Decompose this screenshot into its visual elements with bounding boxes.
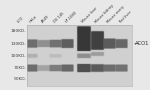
Text: 50KD-: 50KD- (13, 77, 26, 81)
FancyBboxPatch shape (50, 40, 61, 47)
FancyBboxPatch shape (91, 31, 104, 50)
Text: HeLa: HeLa (29, 15, 38, 24)
FancyBboxPatch shape (61, 64, 74, 72)
Text: DU 145: DU 145 (53, 12, 65, 24)
Text: LCO: LCO (17, 16, 25, 24)
FancyBboxPatch shape (50, 65, 61, 71)
FancyBboxPatch shape (61, 39, 74, 48)
FancyBboxPatch shape (77, 63, 91, 73)
FancyBboxPatch shape (26, 65, 38, 71)
FancyBboxPatch shape (115, 64, 128, 72)
FancyBboxPatch shape (91, 31, 104, 50)
FancyBboxPatch shape (14, 40, 26, 48)
Text: Mouse kidney: Mouse kidney (95, 3, 115, 24)
Text: 70KD-: 70KD- (13, 66, 26, 70)
FancyBboxPatch shape (38, 40, 50, 47)
FancyBboxPatch shape (103, 65, 116, 71)
FancyBboxPatch shape (49, 39, 62, 48)
FancyBboxPatch shape (14, 65, 26, 71)
FancyBboxPatch shape (49, 64, 62, 72)
FancyBboxPatch shape (37, 40, 50, 48)
FancyBboxPatch shape (103, 39, 116, 48)
FancyBboxPatch shape (13, 64, 26, 72)
FancyBboxPatch shape (77, 53, 91, 59)
FancyBboxPatch shape (116, 65, 128, 71)
FancyBboxPatch shape (49, 53, 62, 58)
FancyBboxPatch shape (91, 52, 104, 56)
FancyBboxPatch shape (116, 39, 128, 48)
FancyBboxPatch shape (91, 64, 104, 72)
Text: Mouse liver: Mouse liver (81, 6, 99, 24)
FancyBboxPatch shape (26, 40, 38, 48)
FancyBboxPatch shape (77, 54, 91, 58)
Text: A549: A549 (41, 14, 50, 24)
Text: 180KD-: 180KD- (11, 29, 26, 33)
FancyBboxPatch shape (50, 54, 61, 58)
FancyBboxPatch shape (25, 39, 38, 48)
FancyBboxPatch shape (61, 65, 74, 71)
Text: Mouse ovary: Mouse ovary (107, 5, 126, 24)
FancyBboxPatch shape (37, 65, 50, 71)
FancyBboxPatch shape (77, 64, 91, 72)
Text: 100KD-: 100KD- (11, 54, 26, 58)
FancyBboxPatch shape (103, 64, 116, 72)
FancyBboxPatch shape (77, 26, 91, 51)
Text: Rat liver: Rat liver (119, 10, 132, 24)
FancyBboxPatch shape (91, 51, 104, 56)
FancyBboxPatch shape (77, 26, 91, 51)
FancyBboxPatch shape (26, 54, 38, 58)
FancyBboxPatch shape (115, 39, 128, 48)
FancyBboxPatch shape (13, 39, 26, 48)
FancyBboxPatch shape (103, 38, 116, 49)
FancyBboxPatch shape (38, 65, 50, 71)
FancyBboxPatch shape (91, 64, 104, 72)
Text: HT-1080: HT-1080 (65, 11, 78, 24)
FancyBboxPatch shape (61, 39, 74, 48)
FancyBboxPatch shape (25, 53, 38, 58)
FancyBboxPatch shape (25, 64, 38, 72)
Text: 130KD-: 130KD- (11, 42, 26, 46)
Text: ACO1: ACO1 (135, 41, 149, 46)
